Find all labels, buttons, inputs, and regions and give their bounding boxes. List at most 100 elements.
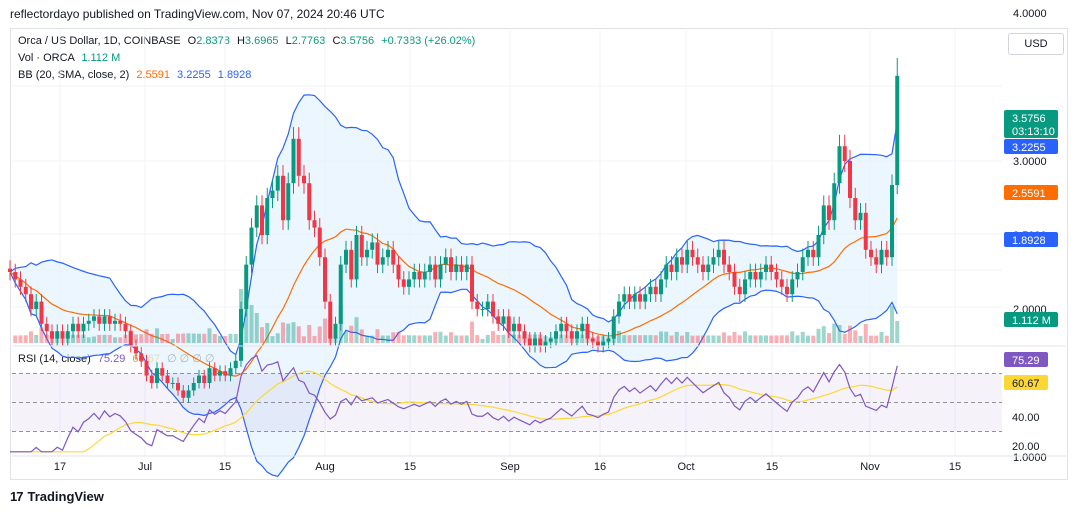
volume-bar bbox=[774, 335, 779, 343]
volume-bar bbox=[144, 329, 149, 343]
volume-bar bbox=[748, 335, 753, 343]
candle-body bbox=[863, 212, 868, 250]
price-label-box bbox=[1004, 110, 1058, 138]
candle-body bbox=[648, 286, 653, 295]
volume-bar bbox=[102, 334, 107, 343]
candle-body bbox=[65, 331, 70, 339]
candle-body bbox=[832, 183, 837, 221]
price-label-box bbox=[1004, 232, 1058, 247]
volume-bar bbox=[18, 335, 23, 343]
rsi-tick-label: 40.00 bbox=[1012, 412, 1040, 424]
candle-body bbox=[428, 264, 432, 272]
bb-basis-line bbox=[9, 217, 898, 377]
candle-body bbox=[585, 323, 590, 339]
candle-body bbox=[449, 257, 453, 272]
candle-body bbox=[884, 249, 889, 258]
candle-body bbox=[611, 316, 616, 339]
volume-bar bbox=[680, 335, 684, 343]
candle-body bbox=[228, 368, 233, 376]
candle-body bbox=[39, 301, 44, 324]
volume-bar bbox=[170, 339, 175, 343]
candle-body bbox=[181, 390, 186, 398]
volume-bar bbox=[401, 335, 406, 343]
volume-bar bbox=[884, 335, 889, 343]
volume-bar bbox=[827, 333, 831, 343]
volume-bar bbox=[842, 333, 847, 343]
candle-body bbox=[538, 338, 543, 346]
candle-body bbox=[806, 249, 810, 258]
candle-body bbox=[186, 390, 191, 398]
volume-bar bbox=[149, 333, 154, 343]
candle-body bbox=[275, 175, 280, 191]
time-tick-label: 15 bbox=[766, 461, 778, 473]
candle-body bbox=[312, 220, 317, 228]
candle-body bbox=[800, 257, 805, 272]
candle-body bbox=[239, 309, 243, 361]
candle-body bbox=[564, 323, 569, 332]
bb-upper-value: 3.2255 bbox=[177, 69, 211, 81]
volume-bar bbox=[223, 335, 228, 343]
candle-body bbox=[732, 272, 737, 287]
volume-bar bbox=[181, 333, 186, 343]
volume-bar bbox=[564, 334, 569, 343]
volume-bar bbox=[254, 313, 259, 343]
candle-body bbox=[370, 242, 375, 250]
attribution: reflectordayo published on TradingView.c… bbox=[10, 7, 385, 21]
candle-body bbox=[386, 249, 390, 258]
volume-bar bbox=[323, 318, 327, 343]
candle-body bbox=[596, 341, 600, 346]
time-tick-label: 15 bbox=[404, 461, 416, 473]
volume-bar bbox=[97, 334, 102, 343]
candle-body bbox=[60, 331, 65, 339]
volume-bar bbox=[212, 334, 217, 343]
volume-bar bbox=[291, 322, 296, 343]
volume-bar bbox=[491, 331, 495, 343]
change-value: +0.7383 (+26.02%) bbox=[381, 35, 476, 47]
candle-body bbox=[29, 294, 33, 309]
candle-body bbox=[858, 212, 863, 221]
candle-body bbox=[690, 249, 695, 258]
volume-bar bbox=[386, 335, 390, 343]
volume-value: 1.112 M bbox=[81, 52, 121, 64]
candle-body bbox=[134, 346, 138, 354]
tradingview-logo[interactable]: 17 TradingView bbox=[10, 489, 104, 504]
candle-body bbox=[638, 294, 642, 302]
time-tick-label: Nov bbox=[860, 461, 880, 473]
candle-body bbox=[790, 279, 795, 295]
candle-body bbox=[81, 323, 86, 332]
volume-bar bbox=[107, 334, 112, 343]
volume-bar bbox=[365, 335, 369, 343]
volume-bar bbox=[44, 334, 49, 343]
bb-legend[interactable]: BB (20, SMA, close, 2) 2.5591 3.2255 1.8… bbox=[18, 69, 251, 81]
candle-body bbox=[291, 138, 296, 184]
candle-body bbox=[869, 249, 873, 258]
volume-bar bbox=[76, 334, 81, 343]
rsi-value: 75.29 bbox=[97, 353, 126, 365]
currency-button[interactable]: USD bbox=[1008, 33, 1064, 55]
volume-bar bbox=[113, 337, 117, 343]
candle-body bbox=[123, 323, 128, 332]
candle-body bbox=[401, 279, 406, 287]
symbol-title[interactable]: Orca / US Dollar, 1D, COINBASE bbox=[18, 35, 181, 47]
candle-body bbox=[128, 331, 133, 346]
candle-body bbox=[212, 368, 217, 376]
candle-body bbox=[653, 286, 658, 295]
candle-body bbox=[816, 235, 821, 258]
volume-bar bbox=[722, 332, 726, 343]
candle-body bbox=[480, 309, 485, 310]
volume-bar bbox=[207, 328, 212, 343]
candle-body bbox=[160, 368, 165, 376]
volume-bar bbox=[118, 337, 123, 343]
volume-bar bbox=[160, 334, 165, 343]
candle-body bbox=[454, 264, 459, 272]
volume-bar bbox=[659, 331, 663, 343]
candle-body bbox=[207, 368, 212, 383]
candle-body bbox=[485, 301, 490, 309]
volume-bar bbox=[39, 327, 44, 343]
volume-bar bbox=[785, 335, 789, 343]
candle-body bbox=[317, 227, 322, 258]
candle-body bbox=[695, 257, 700, 265]
volume-bar bbox=[71, 334, 75, 343]
candle-body bbox=[501, 316, 506, 324]
